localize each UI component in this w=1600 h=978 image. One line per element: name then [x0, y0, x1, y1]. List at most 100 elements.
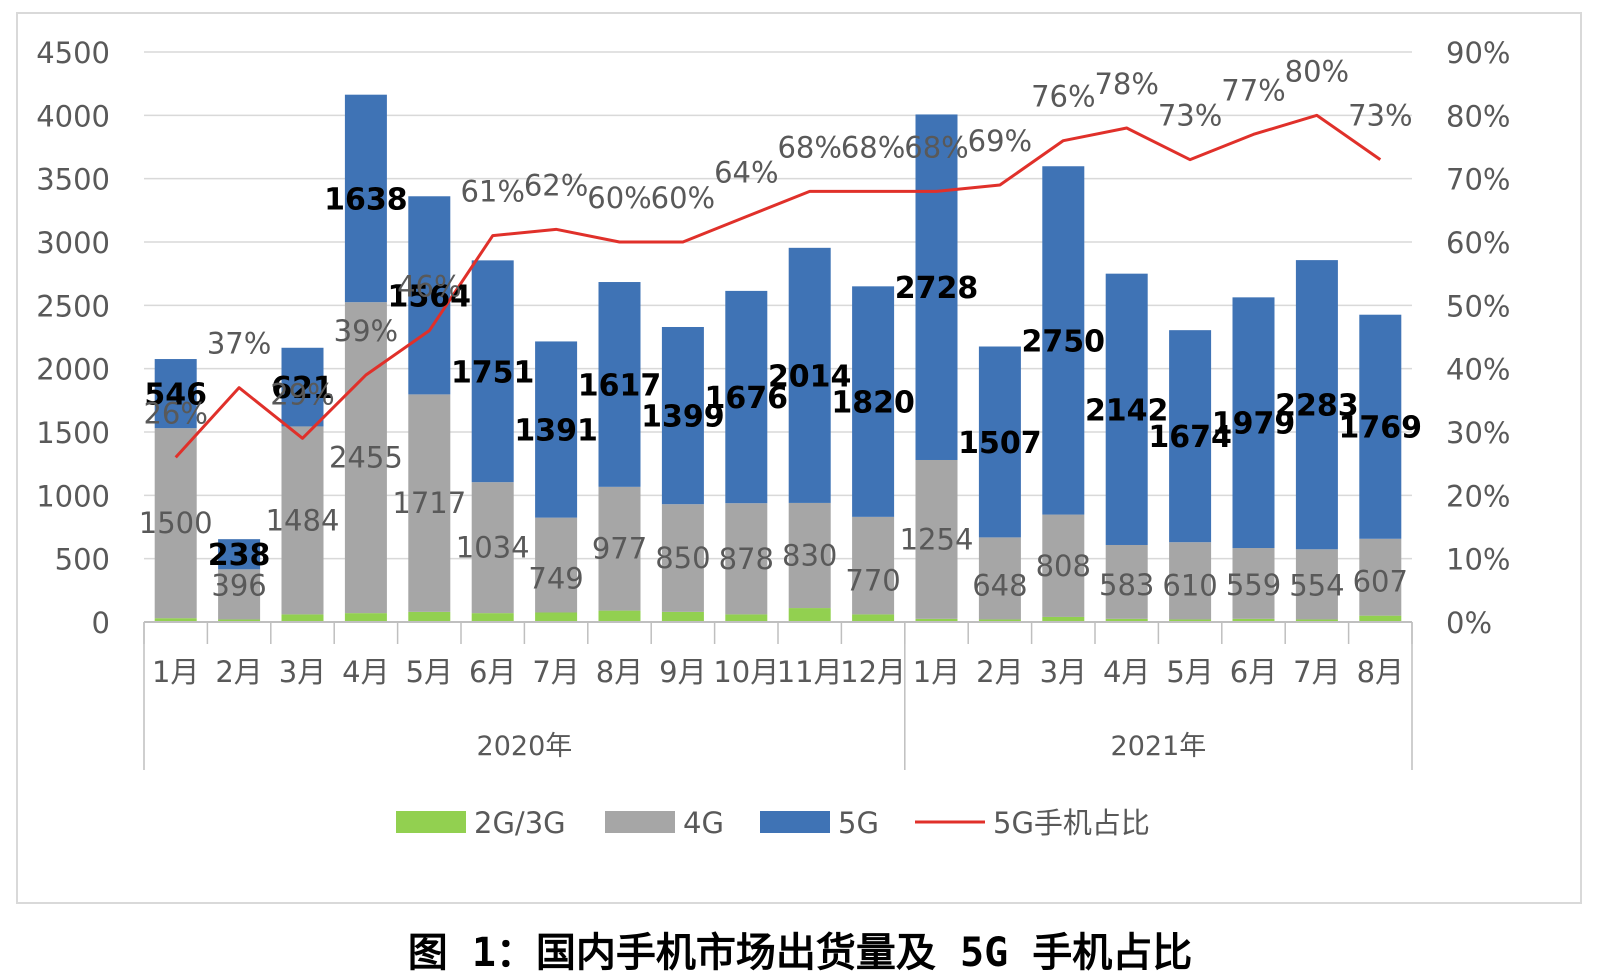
y-right-tick-label: 90% [1446, 36, 1510, 70]
y-left-tick-label: 2500 [36, 289, 110, 323]
data-label-5g: 1979 [1212, 407, 1296, 442]
bar-5g [218, 539, 261, 570]
bar-4g [661, 504, 704, 612]
bar-4g [1359, 538, 1402, 616]
data-label-4g: 607 [1353, 565, 1408, 599]
data-label-5g: 1638 [324, 182, 408, 217]
bar-4g [1105, 544, 1148, 619]
x-tick-label: 12月 [840, 655, 906, 689]
y-right-tick-label: 20% [1446, 479, 1510, 513]
bar-4g [725, 503, 768, 615]
bar-4g [1295, 549, 1338, 620]
data-label-5g: 1674 [1148, 420, 1232, 455]
data-label-5g: 2750 [1022, 324, 1106, 359]
bar-4g [978, 537, 1021, 620]
data-label-5g: 2142 [1085, 393, 1169, 428]
bar-5g [788, 247, 831, 503]
data-label-5g: 1751 [451, 355, 535, 390]
data-label-4g: 1717 [392, 486, 466, 520]
bar-2g3g [471, 613, 514, 622]
bar-4g [598, 486, 641, 611]
data-label-4g: 559 [1226, 568, 1281, 602]
y-right-tick-label: 0% [1446, 606, 1492, 640]
x-tick-label: 6月 [1230, 655, 1277, 689]
bar-5g [408, 196, 451, 395]
data-label-5g: 2283 [1275, 389, 1359, 424]
x-tick-label: 11月 [777, 655, 843, 689]
legend-label: 2G/3G [474, 806, 566, 840]
bar-5g [1042, 166, 1085, 515]
bar-5g [661, 326, 704, 505]
data-label-5g: 238 [208, 538, 271, 573]
data-label-4g: 1484 [266, 503, 340, 537]
bar-5g [344, 94, 387, 303]
bar-2g3g [978, 619, 1021, 622]
y-left-tick-label: 3500 [36, 163, 110, 197]
y-right-tick-label: 70% [1446, 163, 1510, 197]
bar-5g [1359, 314, 1402, 539]
data-label-5g-share: 60% [587, 181, 651, 215]
x-tick-label: 2月 [976, 655, 1023, 689]
data-label-4g: 749 [528, 562, 583, 596]
x-tick-label: 8月 [1357, 655, 1404, 689]
legend-swatch [760, 811, 830, 833]
data-label-5g: 1507 [958, 426, 1042, 461]
bar-4g [535, 517, 578, 613]
data-label-4g: 977 [592, 532, 647, 566]
x-tick-label: 7月 [1293, 655, 1340, 689]
data-label-4g: 1500 [139, 506, 213, 540]
data-label-5g: 621 [271, 371, 334, 406]
x-tick-label: 8月 [596, 655, 643, 689]
chart-frame [16, 12, 1582, 904]
bar-5g [1232, 297, 1275, 549]
y-left-tick-label: 500 [55, 543, 110, 577]
data-label-5g-share: 68% [777, 130, 841, 164]
x-tick-label: 10月 [713, 655, 779, 689]
data-label-5g-share: 39% [334, 314, 398, 348]
data-label-5g-share: 64% [714, 156, 778, 190]
bar-2g3g [598, 610, 641, 622]
data-label-4g: 610 [1162, 568, 1217, 602]
bar-5g [281, 347, 324, 427]
data-label-5g: 1769 [1339, 411, 1423, 446]
x-tick-label: 4月 [342, 655, 389, 689]
chart: 0 500 1000 1500 2000 2500 3000 3500 4000 4500 0% 10… [36, 36, 1510, 840]
legend-label: 4G [683, 806, 724, 840]
data-label-5g: 1391 [514, 414, 598, 449]
x-group-label: 2021年 [1111, 731, 1207, 762]
data-label-4g: 808 [1036, 549, 1091, 583]
bar-2g3g [852, 614, 895, 622]
y-left-tick-label: 3000 [36, 226, 110, 260]
bar-4g [218, 569, 261, 620]
bar-5g [725, 290, 768, 504]
data-label-5g-share: 62% [524, 168, 588, 202]
y-left-tick-label: 1000 [36, 479, 110, 513]
data-label-5g-share: 68% [841, 130, 905, 164]
x-tick-label: 5月 [1166, 655, 1213, 689]
data-label-5g: 2728 [895, 271, 979, 306]
bar-4g [788, 502, 831, 609]
data-label-4g: 583 [1099, 568, 1154, 602]
bar-2g3g [661, 611, 704, 622]
bar-2g3g [344, 613, 387, 622]
data-label-5g: 1676 [705, 381, 789, 416]
data-label-5g-share: 26% [143, 396, 207, 430]
y-right-tick-label: 80% [1446, 99, 1510, 133]
data-label-5g-share: 73% [1158, 99, 1222, 133]
data-label-5g: 1564 [388, 279, 472, 314]
x-tick-label: 7月 [532, 655, 579, 689]
data-label-5g-share: 37% [207, 327, 271, 361]
data-label-4g: 770 [845, 563, 900, 597]
data-label-4g: 554 [1289, 568, 1344, 602]
data-label-5g-share: 60% [651, 181, 715, 215]
data-label-5g-share: 68% [904, 130, 968, 164]
bar-5g [154, 359, 197, 429]
x-tick-label: 9月 [659, 655, 706, 689]
x-tick-label: 3月 [279, 655, 326, 689]
data-label-4g: 1034 [456, 531, 530, 565]
figure-caption: 图 1：国内手机市场出货量及 5G 手机占比 [407, 930, 1193, 976]
bar-5g [535, 341, 578, 518]
bar-2g3g [1169, 619, 1212, 622]
data-label-4g: 1254 [900, 522, 974, 556]
x-group-label: 2020年 [477, 731, 573, 762]
